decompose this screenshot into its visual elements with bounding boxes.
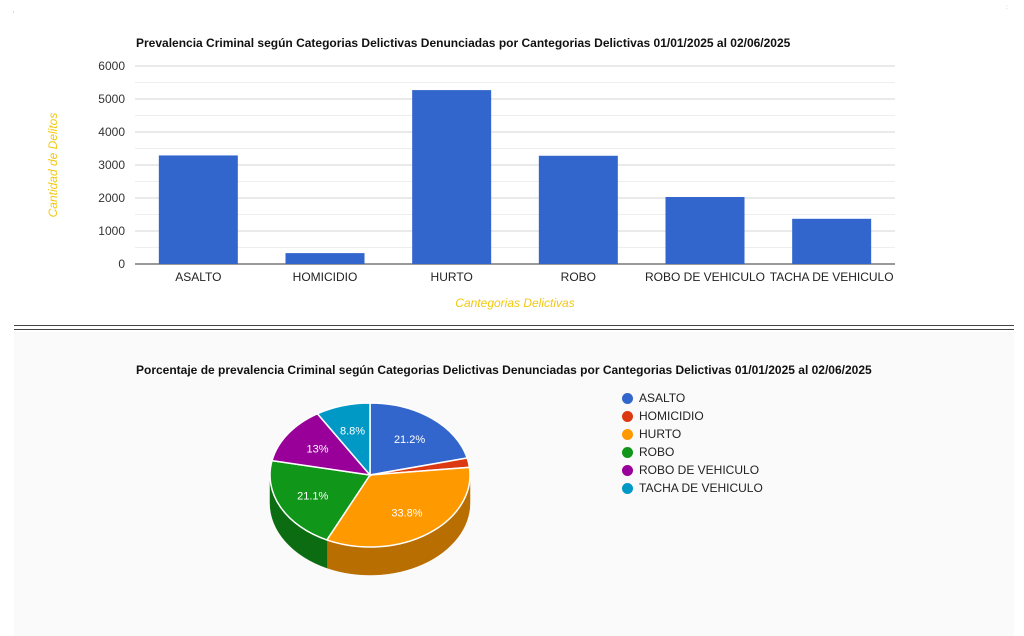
x-tick-label: ASALTO <box>175 270 221 284</box>
legend-item-asalto: ASALTO <box>622 390 685 406</box>
y-tick-label: 2000 <box>98 191 125 205</box>
legend-label: TACHA DE VEHICULO <box>639 481 763 495</box>
corner-mark-left: ' <box>13 12 15 18</box>
x-tick-label: ROBO DE VEHICULO <box>645 270 765 284</box>
corner-mark-right: : <box>1006 5 1008 11</box>
bar-chart-title: Prevalencia Criminal según Categorias De… <box>136 36 791 50</box>
bar-chart: 0 1000 2000 3000 4000 5000 6000 ASALTO HOMICIDIO… <box>46 59 895 310</box>
bar-tacha-de-vehiculo <box>792 218 872 264</box>
pie-slice-label: 21.2% <box>394 434 425 446</box>
legend-swatch-icon <box>622 392 633 404</box>
x-axis-title: Cantegorias Delictivas <box>455 296 574 310</box>
bar-robo <box>538 155 618 264</box>
pie-slice-robo <box>269 459 372 541</box>
pie-chart-title: Porcentaje de prevalencia Criminal según… <box>136 363 872 377</box>
x-tick-label: TACHA DE VEHICULO <box>770 270 894 284</box>
divider-line-bottom <box>14 329 1014 330</box>
x-tick-label: ROBO <box>561 270 596 284</box>
legend-label: HOMICIDIO <box>639 409 704 423</box>
pie-slice-robo-de-vehiculo <box>271 412 372 477</box>
legend-item-hurto: HURTO <box>622 426 681 442</box>
legend-swatch-icon <box>622 482 633 494</box>
y-axis-title: Cantidad de Delitos <box>46 113 60 218</box>
bar-hurto <box>412 90 492 264</box>
pie-slice-label: 8.8% <box>340 426 365 438</box>
pie-slice-label: 21.1% <box>297 491 328 503</box>
legend-item-tacha-de-vehiculo: TACHA DE VEHICULO <box>622 480 763 496</box>
legend-label: ASALTO <box>639 391 686 405</box>
legend-label: ROBO <box>639 445 675 459</box>
pie-slice-tacha-de-vehiculo <box>316 402 371 478</box>
legend-swatch-icon <box>622 464 633 476</box>
bar-homicidio <box>285 253 365 264</box>
y-tick-label: 3000 <box>98 158 125 172</box>
legend-item-homicidio: HOMICIDIO <box>622 408 704 424</box>
y-tick-label: 4000 <box>98 125 125 139</box>
bar-asalto <box>158 155 238 264</box>
y-tick-label: 1000 <box>98 224 125 238</box>
y-tick-label: 6000 <box>98 59 125 73</box>
y-tick-label: 5000 <box>98 92 125 106</box>
x-tick-label: HURTO <box>431 270 473 284</box>
divider-line-top <box>14 325 1014 326</box>
pie-chart-panel <box>14 332 1014 636</box>
legend-item-robo: ROBO <box>622 444 674 460</box>
legend-item-robo-de-vehiculo: ROBO DE VEHICULO <box>622 462 759 478</box>
bar-robo-de-vehiculo <box>665 197 745 264</box>
legend-swatch-icon <box>622 446 633 458</box>
legend-swatch-icon <box>622 428 633 440</box>
pie-slice-label: 13% <box>307 444 329 456</box>
pie-slice-asalto <box>369 402 469 476</box>
legend-label: HURTO <box>639 427 682 441</box>
legend-swatch-icon <box>622 410 633 422</box>
pie-slice-label: 33.8% <box>391 508 422 520</box>
x-tick-label: HOMICIDIO <box>293 270 358 284</box>
legend-label: ROBO DE VEHICULO <box>639 463 760 477</box>
y-tick-label: 0 <box>118 257 125 271</box>
